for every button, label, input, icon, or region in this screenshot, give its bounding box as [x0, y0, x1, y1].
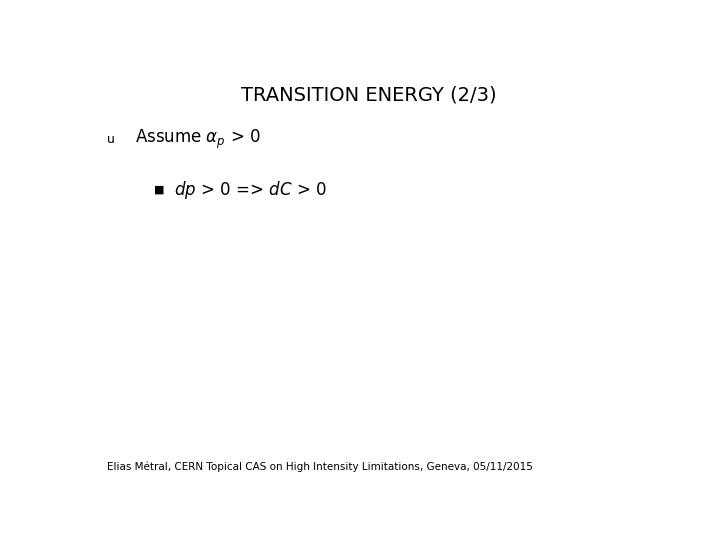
Text: $dp$ > 0 => $dC$ > 0: $dp$ > 0 => $dC$ > 0 [174, 179, 326, 200]
Text: Elias Métral, CERN Topical CAS on High Intensity Limitations, Geneva, 05/11/2015: Elias Métral, CERN Topical CAS on High I… [107, 462, 533, 472]
Text: TRANSITION ENERGY (2/3): TRANSITION ENERGY (2/3) [241, 85, 497, 105]
Text: ■: ■ [154, 185, 165, 194]
Text: u: u [107, 133, 114, 146]
Text: Assume $\mathit{\alpha}_p$ > 0: Assume $\mathit{\alpha}_p$ > 0 [135, 128, 261, 151]
